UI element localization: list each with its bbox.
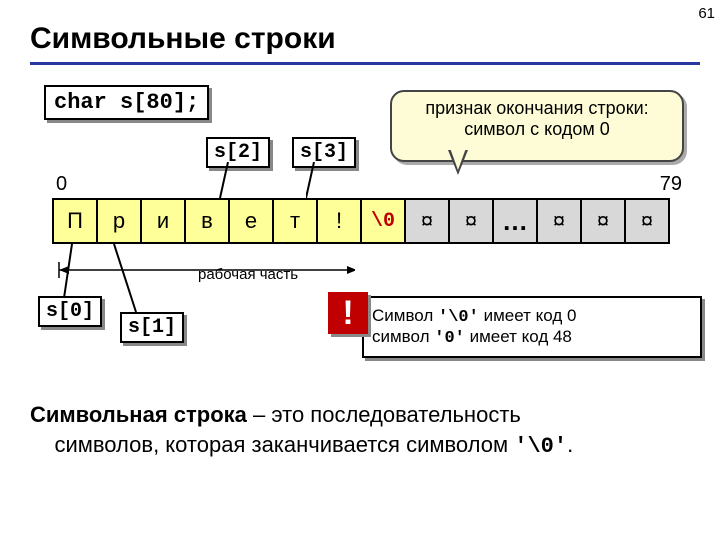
title-underline <box>30 62 700 65</box>
info-box: ! Символ '\0' имеет код 0 символ '0' име… <box>362 296 702 358</box>
array-cell: и <box>140 198 186 244</box>
array-cell: е <box>228 198 274 244</box>
def-rest1: – это последовательность <box>247 402 521 427</box>
array-cell: \0 <box>360 198 406 244</box>
array-cells: Привет!\0¤¤…¤¤¤ <box>52 198 670 244</box>
array-cell: ¤ <box>448 198 494 244</box>
bang-icon: ! <box>328 292 368 334</box>
declaration-box: char s[80]; <box>44 85 209 120</box>
array-cell: ¤ <box>536 198 582 244</box>
page-title: Символьные строки <box>0 0 720 62</box>
index-s2: s[2] <box>206 137 270 168</box>
array-cell: т <box>272 198 318 244</box>
array-cell: ! <box>316 198 362 244</box>
info1a: Символ <box>372 306 438 325</box>
def-sym: '\0' <box>514 434 567 459</box>
pointer-s3 <box>306 162 326 202</box>
def-dot: . <box>567 432 573 457</box>
array-cell: ¤ <box>624 198 670 244</box>
pointer-s2 <box>218 162 238 202</box>
index-end: 79 <box>660 173 682 196</box>
page-number: 61 <box>698 5 715 22</box>
def-bold: Символьная строка <box>30 402 247 427</box>
callout-line1: признак окончания строки: <box>392 98 682 119</box>
info1c: имеет код 0 <box>479 306 577 325</box>
index-start: 0 <box>56 173 67 196</box>
callout-tail-fill <box>450 148 466 170</box>
array-cell: … <box>492 198 538 244</box>
working-label: рабочая часть <box>198 266 298 283</box>
pointer-s1 <box>108 244 148 314</box>
index-s0: s[0] <box>38 296 102 327</box>
info2a: символ <box>372 327 434 346</box>
callout-line2: символ с кодом 0 <box>392 119 682 140</box>
definition-text: Символьная строка – это последовательнос… <box>30 400 690 461</box>
callout-bubble: признак окончания строки: символ с кодом… <box>390 90 684 162</box>
array-cell: П <box>52 198 98 244</box>
array-cell: в <box>184 198 230 244</box>
array-cell: ¤ <box>404 198 450 244</box>
info2c: имеет код 48 <box>465 327 572 346</box>
index-s1: s[1] <box>120 312 184 343</box>
array-cell: ¤ <box>580 198 626 244</box>
def-rest2: символов, которая заканчивается символом <box>54 432 514 457</box>
array-cell: р <box>96 198 142 244</box>
info2b: '0' <box>434 329 465 348</box>
info1b: '\0' <box>438 308 479 327</box>
